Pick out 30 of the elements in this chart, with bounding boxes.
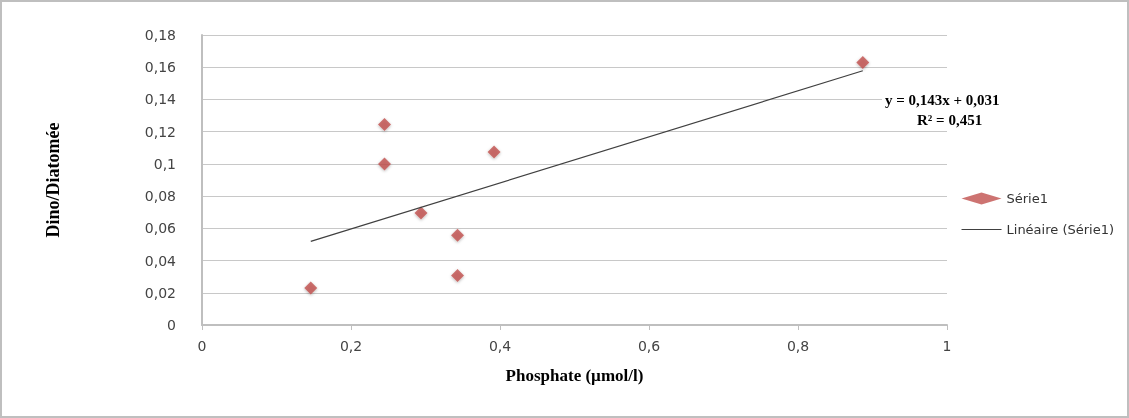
point [451,228,465,242]
point [414,206,428,220]
y-tick-label: 0,18 [144,27,176,43]
x-tick-label: 0,2 [339,338,363,354]
y-tick-label: 0,16 [144,59,177,76]
x-tick-label: 1 [942,338,952,354]
point [856,55,870,69]
y-tick-label: 0 [167,317,176,333]
y-tick-label: 0,02 [144,284,176,301]
point [378,157,392,171]
y-tick-label: 0,12 [144,123,176,140]
x-tick-label: 0 [197,338,207,354]
y-axis-title: Dino/Diatomée [43,122,63,238]
point [487,145,501,159]
point [378,117,392,131]
x-tick-label: 0,8 [786,338,810,354]
annotation: y = 0,143x + 0,031 [885,91,1000,108]
x-tick-label: 0,4 [488,338,512,354]
x-axis-title: Phosphate (µmol/l) [505,366,644,385]
y-tick-label: 0,14 [144,91,177,108]
annotation: R² = 0,451 [917,111,983,128]
y-tick-label: 0,04 [144,252,177,269]
y-tick-label: 0,06 [144,220,177,237]
point [451,269,465,283]
legend-label: Série1 [1006,191,1049,206]
point [304,281,318,295]
legend-label: Linéaire (Série1) [1006,222,1115,237]
y-tick-label: 0,08 [144,188,176,205]
y-tick-label: 0,1 [153,155,176,172]
x-tick-label: 0,6 [637,338,661,354]
